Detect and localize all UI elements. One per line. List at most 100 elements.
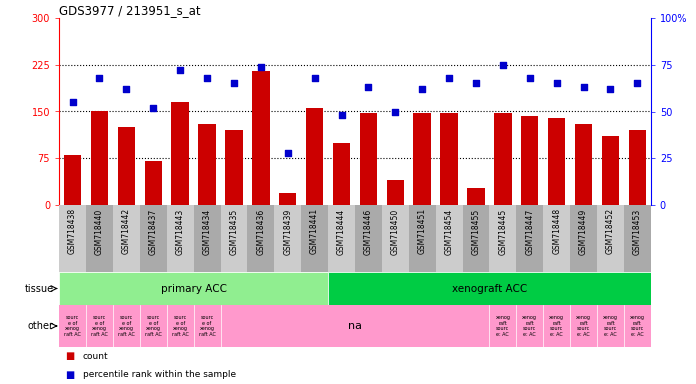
Bar: [467, 187, 484, 205]
Bar: [409, 205, 436, 272]
Point: [470, 80, 482, 86]
Bar: [90, 111, 109, 205]
Point: [632, 80, 643, 86]
Text: sourc
e of
xenog
raft AC: sourc e of xenog raft AC: [64, 315, 81, 337]
Bar: [247, 205, 274, 272]
Text: GSM718441: GSM718441: [310, 209, 319, 255]
Point: [121, 86, 132, 92]
Point: [578, 84, 589, 90]
Bar: [386, 180, 404, 205]
Text: xenog
raft
sourc
e: AC: xenog raft sourc e: AC: [603, 315, 618, 337]
Text: sourc
e of
xenog
raft AC: sourc e of xenog raft AC: [91, 315, 108, 337]
Bar: [489, 205, 516, 272]
Point: [175, 67, 186, 73]
Text: na: na: [348, 321, 362, 331]
Bar: [59, 205, 86, 272]
Text: xenograft ACC: xenograft ACC: [452, 283, 527, 293]
Bar: [221, 205, 247, 272]
Bar: [628, 130, 646, 205]
Text: xenog
raft
sourc
e: AC: xenog raft sourc e: AC: [522, 315, 537, 337]
Text: GSM718454: GSM718454: [445, 209, 454, 255]
Text: other: other: [28, 321, 54, 331]
Bar: [601, 136, 619, 205]
Bar: [252, 71, 269, 205]
Point: [94, 75, 105, 81]
Bar: [355, 205, 382, 272]
Point: [228, 80, 239, 86]
Text: sourc
e of
xenog
raft AC: sourc e of xenog raft AC: [198, 315, 216, 337]
Text: primary ACC: primary ACC: [161, 283, 227, 293]
Text: xenog
raft
sourc
e: AC: xenog raft sourc e: AC: [496, 315, 510, 337]
Text: GSM718448: GSM718448: [552, 209, 561, 255]
Text: GSM718437: GSM718437: [149, 209, 158, 255]
Bar: [226, 130, 243, 205]
Bar: [624, 205, 651, 272]
Bar: [167, 205, 193, 272]
Point: [282, 149, 293, 156]
Point: [605, 86, 616, 92]
Bar: [328, 205, 355, 272]
Bar: [301, 205, 328, 272]
Text: GSM718434: GSM718434: [203, 209, 212, 255]
Bar: [494, 113, 512, 205]
Bar: [145, 161, 162, 205]
Text: GSM718440: GSM718440: [95, 209, 104, 255]
Bar: [140, 205, 167, 272]
Bar: [118, 127, 135, 205]
Point: [255, 63, 267, 70]
Text: xenog
raft
sourc
e: AC: xenog raft sourc e: AC: [630, 315, 644, 337]
Bar: [597, 205, 624, 272]
Text: sourc
e of
xenog
raft AC: sourc e of xenog raft AC: [172, 315, 189, 337]
Bar: [193, 205, 221, 272]
Text: GSM718452: GSM718452: [606, 209, 615, 255]
Bar: [463, 205, 489, 272]
Point: [524, 75, 535, 81]
Bar: [441, 113, 458, 205]
Point: [309, 75, 320, 81]
Point: [363, 84, 374, 90]
Text: GSM718435: GSM718435: [230, 209, 239, 255]
Bar: [274, 205, 301, 272]
Text: sourc
e of
xenog
raft AC: sourc e of xenog raft AC: [118, 315, 135, 337]
Bar: [171, 102, 189, 205]
Text: GDS3977 / 213951_s_at: GDS3977 / 213951_s_at: [59, 4, 200, 17]
Text: GSM718453: GSM718453: [633, 209, 642, 255]
Text: GSM718442: GSM718442: [122, 209, 131, 255]
Bar: [64, 155, 81, 205]
Text: GSM718445: GSM718445: [498, 209, 507, 255]
Text: xenog
raft
sourc
e: AC: xenog raft sourc e: AC: [576, 315, 591, 337]
Bar: [521, 116, 539, 205]
Text: GSM718455: GSM718455: [471, 209, 480, 255]
Bar: [333, 143, 350, 205]
Point: [551, 80, 562, 86]
Point: [67, 99, 78, 105]
Point: [417, 86, 428, 92]
Text: GSM718451: GSM718451: [418, 209, 427, 255]
Bar: [59, 272, 328, 305]
Point: [148, 105, 159, 111]
Text: ■: ■: [65, 351, 74, 361]
Point: [202, 75, 213, 81]
Bar: [548, 118, 565, 205]
Text: sourc
e of
xenog
raft AC: sourc e of xenog raft AC: [145, 315, 161, 337]
Text: GSM718444: GSM718444: [337, 209, 346, 255]
Text: GSM718450: GSM718450: [390, 209, 400, 255]
Text: GSM718438: GSM718438: [68, 209, 77, 255]
Text: ■: ■: [65, 370, 74, 380]
Point: [336, 112, 347, 118]
Text: GSM718449: GSM718449: [579, 209, 588, 255]
Text: GSM718443: GSM718443: [175, 209, 184, 255]
Bar: [516, 205, 543, 272]
Point: [443, 75, 454, 81]
Bar: [113, 205, 140, 272]
Bar: [360, 113, 377, 205]
Text: count: count: [83, 352, 109, 361]
Bar: [306, 108, 324, 205]
Bar: [436, 205, 463, 272]
Bar: [543, 205, 570, 272]
Text: tissue: tissue: [24, 283, 54, 293]
Text: xenog
raft
sourc
e: AC: xenog raft sourc e: AC: [549, 315, 564, 337]
Bar: [575, 124, 592, 205]
Text: GSM718446: GSM718446: [364, 209, 373, 255]
Bar: [570, 205, 597, 272]
